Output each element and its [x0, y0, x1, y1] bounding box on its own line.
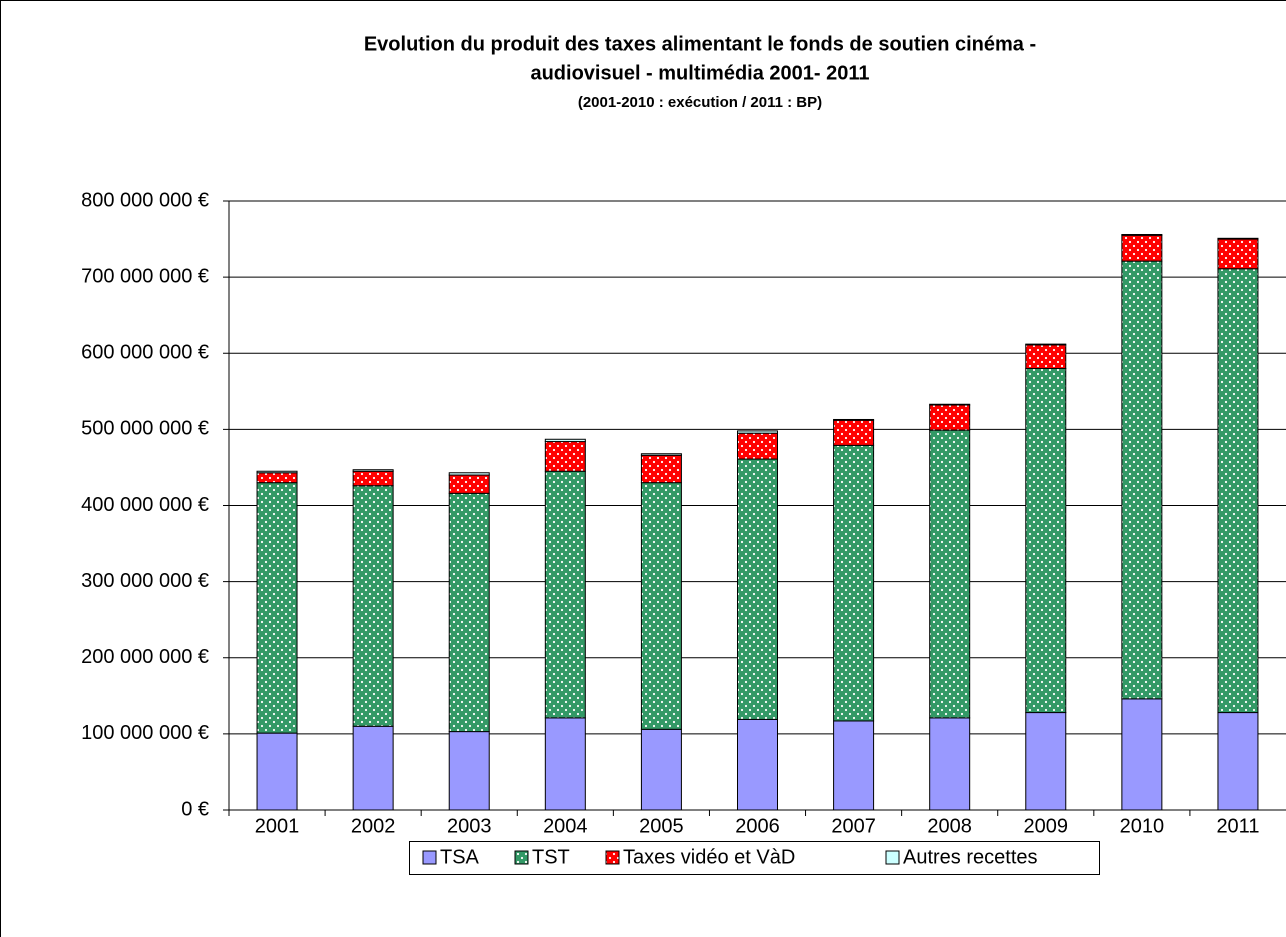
bar-segment	[1121, 260, 1163, 700]
bar-segment	[544, 470, 586, 719]
bar-segment	[544, 438, 586, 443]
bar-segment	[833, 419, 875, 446]
bar-segment	[833, 444, 875, 722]
bar-segment	[256, 470, 298, 474]
x-tick-label: 2008	[927, 815, 972, 837]
bar-segment	[640, 482, 682, 730]
bar-segment	[448, 492, 490, 733]
legend-label: Autres recettes	[903, 846, 1038, 868]
bar-segment	[352, 725, 394, 811]
bar-segment	[833, 720, 875, 811]
bar-segment	[448, 474, 490, 494]
legend-label: TSA	[440, 846, 480, 868]
bar-segment	[737, 430, 778, 434]
bar-segment	[352, 485, 394, 727]
bar-segment	[640, 454, 682, 484]
bar-segment	[929, 403, 971, 406]
bar-segment	[448, 731, 490, 811]
x-tick-label: 2003	[447, 815, 492, 837]
chart-subtitle: (2001-2010 : exécution / 2011 : BP)	[578, 94, 822, 111]
x-tick-label: 2006	[735, 815, 780, 837]
x-tick-label: 2001	[255, 815, 300, 837]
bar-segment	[256, 732, 298, 811]
bar-segment	[1121, 234, 1163, 262]
x-tick-label: 2009	[1024, 815, 1069, 837]
y-tick-label: 700 000 000 €	[81, 265, 209, 287]
bar-segment	[256, 482, 298, 734]
x-tick-label: 2004	[543, 815, 588, 837]
bar-segment	[929, 404, 971, 431]
bar-segment	[448, 472, 490, 476]
chart-title: audiovisuel - multimédia 2001- 2011	[530, 62, 869, 84]
bar-segment	[544, 441, 586, 472]
bar-segment	[929, 429, 971, 719]
bar-segment	[737, 718, 778, 811]
legend-swatch	[422, 850, 437, 865]
y-tick-label: 800 000 000 €	[81, 189, 209, 211]
legend-swatch	[885, 850, 900, 865]
bar-segment	[929, 717, 971, 811]
bar-segment	[352, 469, 394, 472]
bar-segment	[833, 418, 875, 421]
bar-segment	[1217, 238, 1259, 270]
bar-segment	[1121, 698, 1163, 811]
chart-title: Evolution du produit des taxes alimentan…	[364, 33, 1036, 55]
y-tick-label: 500 000 000 €	[81, 418, 209, 440]
bar-segment	[737, 432, 778, 460]
bar-segment	[352, 470, 394, 487]
legend-label: Taxes vidéo et VàD	[623, 846, 795, 868]
legend-swatch	[514, 850, 529, 865]
bar-segment	[1217, 712, 1259, 811]
y-tick-label: 0 €	[181, 798, 209, 820]
bar-segment	[1217, 268, 1259, 714]
bar-segment	[640, 453, 682, 456]
x-tick-label: 2002	[351, 815, 396, 837]
bar-segment	[1025, 344, 1067, 369]
y-tick-label: 600 000 000 €	[81, 342, 209, 364]
legend-swatch	[605, 850, 620, 865]
bar-segment	[1217, 237, 1259, 240]
bar-segment	[737, 458, 778, 720]
y-tick-label: 400 000 000 €	[81, 494, 209, 516]
x-tick-label: 2011	[1216, 815, 1259, 837]
bar-segment	[640, 728, 682, 811]
x-tick-label: 2005	[639, 815, 684, 837]
bar-segment	[544, 717, 586, 811]
y-tick-label: 300 000 000 €	[81, 570, 209, 592]
bar-segment	[1025, 367, 1067, 714]
legend-label: TST	[532, 846, 570, 868]
x-tick-label: 2010	[1120, 815, 1165, 837]
bar-segment	[1025, 712, 1067, 811]
bar-segment	[1121, 233, 1163, 236]
bar-segment	[1025, 343, 1067, 346]
y-tick-label: 100 000 000 €	[81, 722, 209, 744]
y-tick-label: 200 000 000 €	[81, 646, 209, 668]
x-tick-label: 2007	[831, 815, 876, 837]
bar-segment	[256, 472, 298, 484]
